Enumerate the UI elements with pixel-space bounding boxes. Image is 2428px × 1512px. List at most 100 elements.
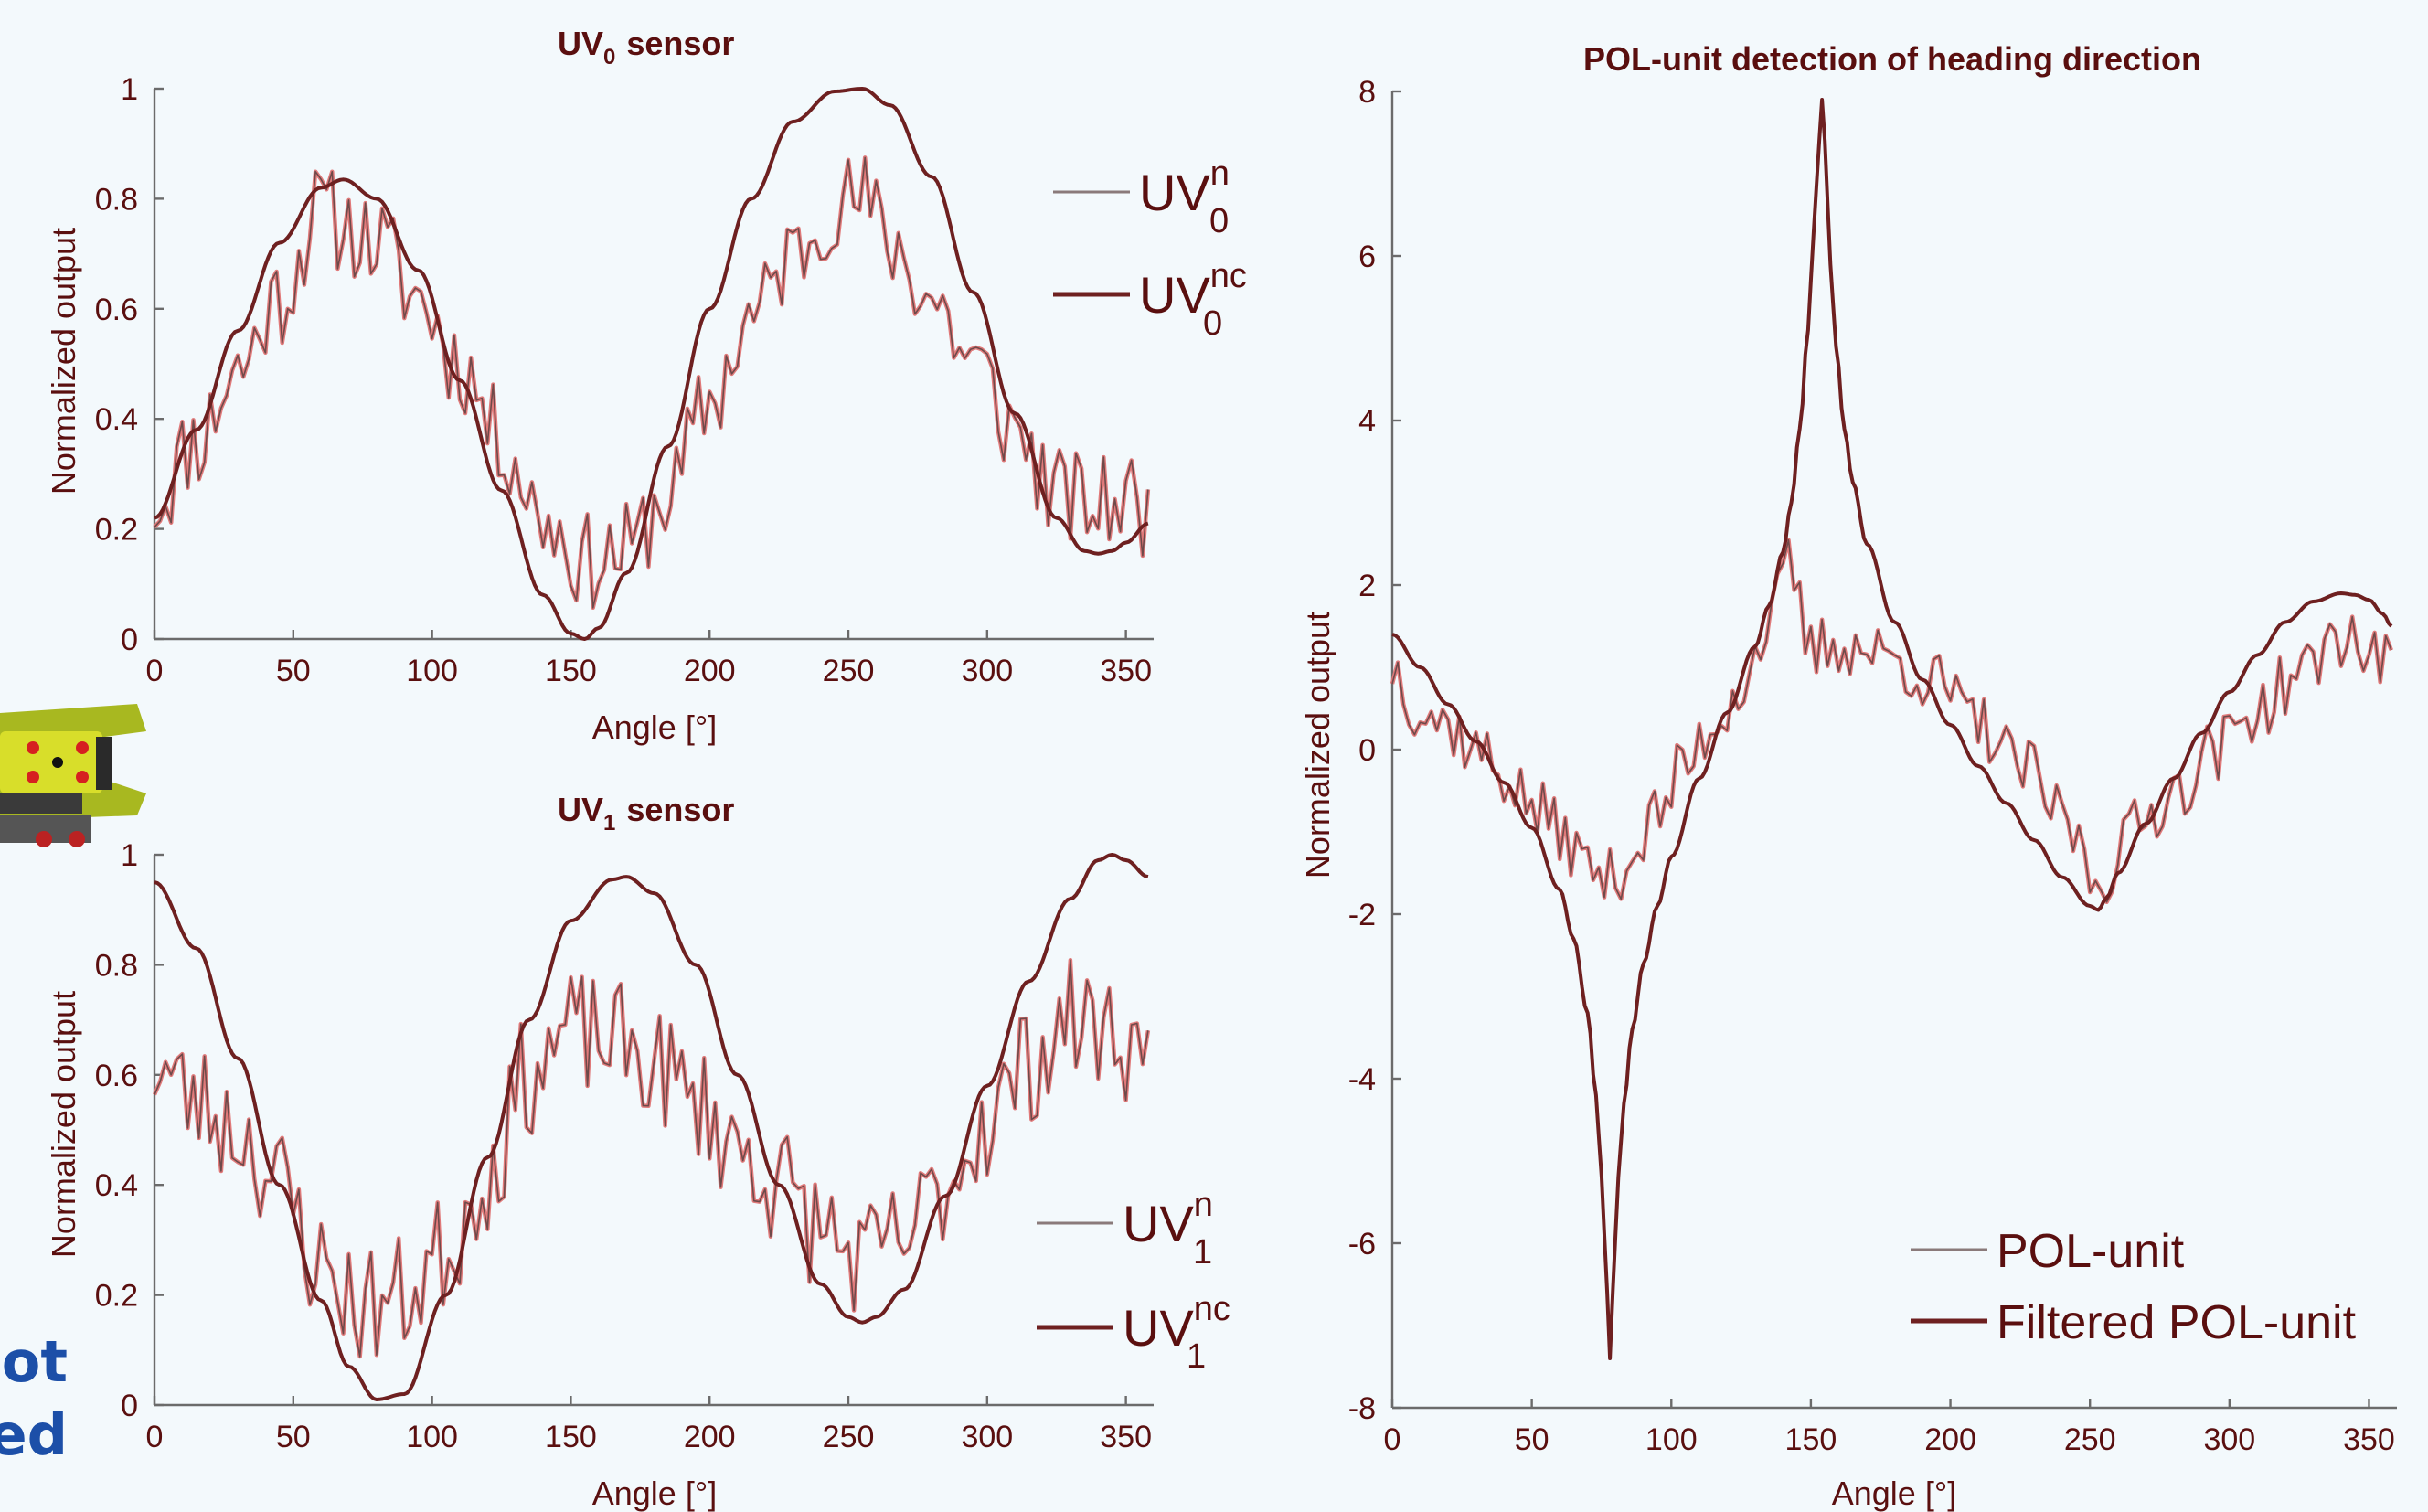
chart-uv0-legend-raw-base: UV — [1139, 164, 1210, 221]
chart-uv0-legend-entry-raw: UVn 0 — [1139, 154, 1230, 240]
uv1-xtick-label: 200 — [684, 1420, 736, 1454]
chart-uv1-ticks: 0 50 100 150 200 250 300 350 0 0.2 0.4 0.6 0.8 1 — [95, 838, 1152, 1454]
uv0-ytick-label: 0 — [121, 623, 138, 657]
chart-pol-axes — [1390, 91, 2397, 1410]
uv1-ytick-label: 0.4 — [95, 1168, 138, 1203]
chart-pol-xlabel: Angle [°] — [1832, 1475, 1956, 1512]
chart-uv1-title: UV1 sensor — [558, 791, 734, 836]
chart-uv0-title-rest: sensor — [626, 25, 734, 62]
pol-ytick-label: -2 — [1348, 898, 1376, 932]
pol-ytick-label: -8 — [1348, 1391, 1376, 1426]
chart-uv1-legend-raw-sub: 1 — [1193, 1233, 1212, 1272]
chart-uv0-title: UV0 sensor — [558, 25, 734, 69]
uv0-ytick-label: 0.8 — [95, 182, 138, 217]
chart-uv1-title-sub: 1 — [603, 811, 615, 836]
uv1-series-nc — [154, 853, 1149, 1401]
chart-uv1-title-rest: sensor — [626, 791, 734, 828]
chart-pol-legend-entry-raw: POL-unit — [1997, 1225, 2185, 1278]
pol-xtick-label: 300 — [2203, 1422, 2255, 1457]
uv0-ytick-label: 1 — [121, 72, 138, 107]
chart-uv1-legend-filtered-sub: 1 — [1187, 1337, 1206, 1376]
pol-xtick-label: 0 — [1384, 1422, 1401, 1457]
pol-xtick-label: 50 — [1515, 1422, 1549, 1457]
uv0-series-n — [154, 156, 1149, 609]
chart-pol-legend-entry-filtered: Filtered POL-unit — [1997, 1296, 2357, 1349]
pol-xtick-label: 350 — [2343, 1422, 2395, 1457]
chart-uv1-legend-entry-filtered: UVnc 1 — [1123, 1290, 1230, 1376]
chart-uv0-xlabel: Angle [°] — [592, 708, 717, 746]
pol-ytick-label: 6 — [1358, 240, 1376, 274]
pol-xtick-label: 200 — [1924, 1422, 1976, 1457]
chart-uv0-legend-filtered-sup: nc — [1210, 257, 1247, 295]
chart-uv0-legend-filtered-base: UV — [1139, 266, 1210, 324]
uv0-series-nc — [154, 87, 1149, 641]
chart-uv0-legend: UVn 0 UVnc 0 — [1053, 154, 1247, 343]
chart-pol-ticks: 0 50 100 150 200 250 300 350 -8 -6 -4 -2 0 2 4 6 8 — [1348, 75, 2395, 1457]
chart-uv1-xlabel: Angle [°] — [592, 1475, 717, 1512]
chart-uv1-axes — [153, 855, 1154, 1407]
chart-uv1-ylabel: Normalized output — [45, 991, 82, 1258]
chart-uv1-legend-raw-sup: n — [1194, 1186, 1213, 1224]
chart-uv1-plot-area — [152, 853, 1151, 1401]
pol-series-pol — [1391, 538, 2392, 903]
uv0-xtick-label: 200 — [684, 654, 736, 688]
uv0-xtick-label: 100 — [406, 654, 458, 688]
chart-uv0-legend-entry-filtered: UVnc 0 — [1139, 257, 1247, 343]
chart-uv0-title-main: UV — [558, 25, 603, 62]
uv0-ytick-label: 0.6 — [95, 293, 138, 327]
uv1-ytick-label: 1 — [121, 838, 138, 873]
uv0-xtick-label: 50 — [276, 654, 311, 688]
uv1-xtick-label: 250 — [823, 1420, 875, 1454]
chart-uv0-ticks: 0 50 100 150 200 250 300 350 0 0.2 0.4 0.6 0.8 1 — [95, 72, 1152, 688]
uv1-series-n — [154, 959, 1149, 1358]
uv1-ytick-label: 0.2 — [95, 1279, 138, 1314]
uv0-xtick-label: 150 — [545, 654, 597, 688]
chart-uv0-legend-raw-sup: n — [1210, 154, 1230, 193]
side-text-line-1: ot — [1, 1328, 68, 1395]
pol-series-filtered — [1391, 98, 2393, 1360]
chart-pol-ylabel: Normalized output — [1299, 612, 1336, 878]
chart-uv1-legend-raw-base: UV — [1123, 1195, 1194, 1252]
uv1-ytick-label: 0.8 — [95, 948, 138, 983]
uv0-xtick-label: 0 — [146, 654, 164, 688]
chart-uv0-plot-area — [153, 87, 1151, 641]
pol-xtick-label: 250 — [2064, 1422, 2116, 1457]
chart-uv0-legend-filtered-sub: 0 — [1203, 304, 1222, 343]
chart-uv0-axes — [153, 89, 1154, 641]
chart-uv1-legend-entry-raw: UVn 1 — [1123, 1186, 1213, 1272]
uv0-ytick-label: 0.4 — [95, 402, 138, 437]
side-text-line-2: ed — [0, 1401, 68, 1468]
pol-ytick-label: 0 — [1358, 733, 1376, 768]
uv1-series-n-halo — [152, 957, 1151, 1359]
chart-uv0-ylabel: Normalized output — [45, 228, 82, 495]
pol-ytick-label: 4 — [1358, 404, 1376, 439]
uv0-xtick-label: 250 — [823, 654, 875, 688]
robot-photo — [0, 704, 146, 847]
uv1-ytick-label: 0.6 — [95, 1059, 138, 1093]
pol-ytick-label: 2 — [1358, 569, 1376, 603]
chart-pol-title: POL-unit detection of heading direction — [1583, 40, 2201, 78]
pol-ytick-label: -6 — [1348, 1227, 1376, 1262]
uv1-xtick-label: 0 — [146, 1420, 164, 1454]
chart-uv0-title-sub: 0 — [603, 45, 615, 69]
chart-pol-plot-area — [1390, 98, 2393, 1360]
chart-uv1-legend: UVn 1 UVnc 1 — [1037, 1186, 1230, 1376]
chart-uv0-legend-raw-sub: 0 — [1209, 202, 1229, 240]
chart-uv1-title-main: UV — [558, 791, 603, 828]
uv1-xtick-label: 150 — [545, 1420, 597, 1454]
pol-ytick-label: 8 — [1358, 75, 1376, 110]
pol-ytick-label: -4 — [1348, 1062, 1376, 1097]
chart-uv1-legend-filtered-sup: nc — [1194, 1290, 1230, 1328]
side-text-fragment: ot ed — [0, 1326, 68, 1472]
uv1-xtick-label: 350 — [1100, 1420, 1152, 1454]
chart-pol-legend: POL-unit Filtered POL-unit — [1911, 1225, 2357, 1349]
uv1-ytick-label: 0 — [121, 1389, 138, 1423]
uv0-xtick-label: 300 — [961, 654, 1013, 688]
chart-pol: POL-unit detection of heading direction … — [1299, 40, 2397, 1512]
chart-uv1-legend-filtered-base: UV — [1123, 1299, 1194, 1357]
pol-xtick-label: 100 — [1645, 1422, 1698, 1457]
uv1-xtick-label: 50 — [276, 1420, 311, 1454]
